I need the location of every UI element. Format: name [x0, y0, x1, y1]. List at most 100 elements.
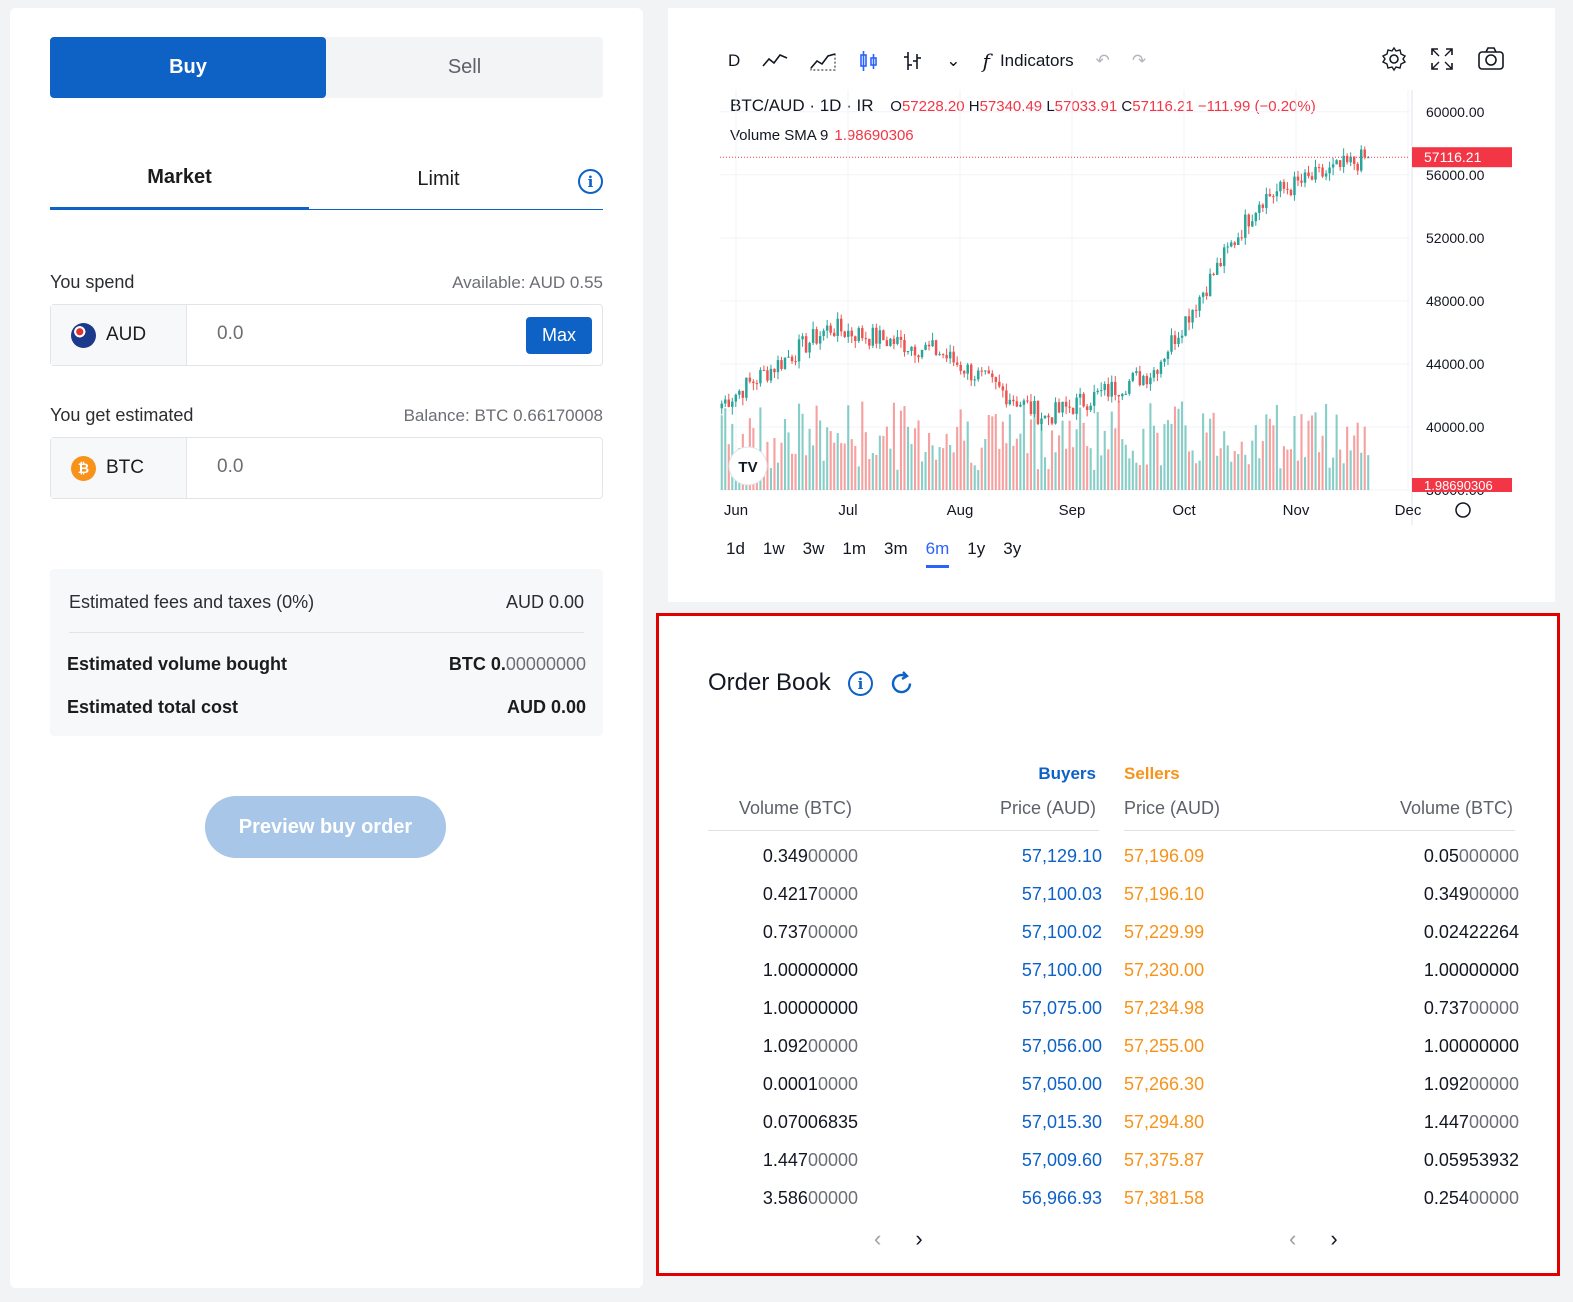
volume-bar	[956, 426, 959, 490]
y-tick-label: 48000.00	[1426, 293, 1485, 309]
info-icon[interactable]: i	[578, 169, 603, 194]
buy-price[interactable]: 57,056.00	[1021, 1036, 1102, 1056]
sell-price[interactable]: 57,381.58	[1124, 1188, 1205, 1208]
chevron-right-icon[interactable]: ›	[915, 1226, 923, 1251]
spend-input[interactable]	[217, 323, 517, 345]
candle	[1300, 180, 1303, 183]
chevron-left-icon[interactable]: ‹	[1289, 1226, 1297, 1251]
indicators-button[interactable]: f Indicators	[983, 49, 1074, 73]
sell-price[interactable]: 57,196.09	[1124, 846, 1205, 866]
redo-icon[interactable]: ↷	[1131, 51, 1147, 70]
candle	[962, 370, 966, 374]
candle	[969, 364, 973, 381]
sell-price[interactable]: 57,230.00	[1124, 960, 1205, 980]
buy-price[interactable]: 57,075.00	[1021, 998, 1102, 1018]
sell-price[interactable]: 57,266.30	[1124, 1074, 1205, 1094]
buy-price[interactable]: 56,966.93	[1021, 1188, 1102, 1208]
last-price-label: 57116.21	[1424, 149, 1482, 165]
range-1y[interactable]: 1y	[967, 539, 986, 558]
sell-price[interactable]: 57,229.99	[1124, 922, 1205, 942]
volume-bar	[1349, 450, 1352, 490]
buy-price[interactable]: 57,129.10	[1021, 846, 1102, 866]
market-tab[interactable]: Market	[50, 148, 309, 210]
undo-icon[interactable]: ↶	[1095, 51, 1110, 70]
volume-bar	[917, 420, 920, 490]
preview-buy-order-button[interactable]: Preview buy order	[205, 796, 446, 858]
sell-price[interactable]: 57,234.98	[1124, 998, 1205, 1018]
volume-tag-label: 1.98690306	[1424, 478, 1493, 493]
summary-divider	[69, 632, 584, 633]
candle	[934, 340, 938, 355]
volume-bar	[987, 414, 990, 490]
candle	[839, 318, 843, 332]
settings-icon[interactable]	[1381, 46, 1407, 77]
line-chart-icon[interactable]	[762, 51, 788, 71]
candle	[1096, 390, 1099, 393]
volume-bar	[963, 440, 966, 490]
buy-price[interactable]: 57,015.30	[1021, 1112, 1102, 1132]
info-icon[interactable]: i	[848, 671, 873, 696]
area-chart-icon[interactable]	[810, 51, 836, 71]
volume-bar	[1054, 452, 1057, 490]
volume-bar	[1001, 421, 1004, 490]
volume-bar	[1268, 418, 1271, 490]
spend-currency[interactable]: AUD	[51, 305, 187, 365]
range-3w[interactable]: 3w	[802, 539, 825, 558]
candle	[825, 325, 829, 331]
range-3y[interactable]: 3y	[1003, 539, 1022, 558]
volume-bar	[1086, 446, 1089, 490]
camera-icon[interactable]	[1477, 46, 1505, 77]
volume-bar	[1289, 449, 1292, 490]
volume-bar	[994, 414, 997, 490]
volume-bar	[1360, 452, 1363, 490]
candle	[1071, 407, 1075, 414]
candle	[1331, 164, 1335, 168]
get-currency[interactable]: ₿ BTC	[51, 438, 187, 498]
chevron-left-icon[interactable]: ‹	[874, 1226, 882, 1251]
candle	[787, 356, 790, 358]
range-1m[interactable]: 1m	[842, 539, 867, 558]
buy-price[interactable]: 57,050.00	[1021, 1074, 1102, 1094]
price-chart[interactable]: 60000.00 56000.00 52000.00 48000.00 44000.00…	[718, 90, 1518, 530]
buy-tab[interactable]: Buy	[50, 37, 326, 98]
header-divider	[1124, 830, 1515, 831]
fullscreen-icon[interactable]	[1429, 46, 1455, 77]
volume-bar	[1310, 415, 1314, 490]
volume-bar	[1121, 439, 1124, 490]
buy-price[interactable]: 57,100.00	[1021, 960, 1102, 980]
sell-price[interactable]: 57,255.00	[1124, 1036, 1205, 1056]
range-1w[interactable]: 1w	[762, 539, 785, 558]
range-3m[interactable]: 3m	[884, 539, 908, 558]
chevron-down-icon[interactable]: ⌄	[946, 51, 961, 70]
range-1d[interactable]: 1d	[726, 539, 745, 558]
get-input[interactable]	[217, 456, 517, 478]
candle	[1170, 335, 1173, 352]
max-button[interactable]: Max	[526, 317, 592, 354]
volume-bar	[1261, 441, 1264, 490]
chevron-right-icon[interactable]: ›	[1330, 1226, 1338, 1251]
buy-price[interactable]: 57,100.03	[1021, 884, 1102, 904]
volume-bar	[1058, 435, 1061, 490]
candle	[843, 331, 846, 337]
candle	[1279, 181, 1282, 192]
sell-price[interactable]: 57,375.87	[1124, 1150, 1205, 1170]
candle	[959, 364, 962, 371]
sell-price[interactable]: 57,196.10	[1124, 884, 1205, 904]
limit-tab[interactable]: Limit	[417, 167, 460, 190]
range-6m[interactable]: 6m	[925, 539, 950, 568]
volume-bar	[1135, 462, 1138, 490]
interval-button[interactable]: D	[728, 51, 741, 70]
buy-volume: 0.34900000	[762, 846, 858, 866]
trade-panel: Buy Sell Market Limit i You spend Availa…	[10, 8, 643, 1288]
volume-bar	[1075, 429, 1078, 490]
volume-bar	[868, 459, 871, 490]
candles-chart-icon[interactable]	[858, 49, 880, 73]
sell-tab[interactable]: Sell	[447, 56, 482, 78]
spend-currency-code: AUD	[106, 324, 147, 345]
sell-price[interactable]: 57,294.80	[1124, 1112, 1205, 1132]
refresh-icon[interactable]	[888, 670, 915, 697]
volume-bar	[1072, 447, 1075, 490]
buy-price[interactable]: 57,100.02	[1021, 922, 1102, 942]
buy-price[interactable]: 57,009.60	[1021, 1150, 1102, 1170]
bars-chart-icon[interactable]	[902, 49, 924, 73]
